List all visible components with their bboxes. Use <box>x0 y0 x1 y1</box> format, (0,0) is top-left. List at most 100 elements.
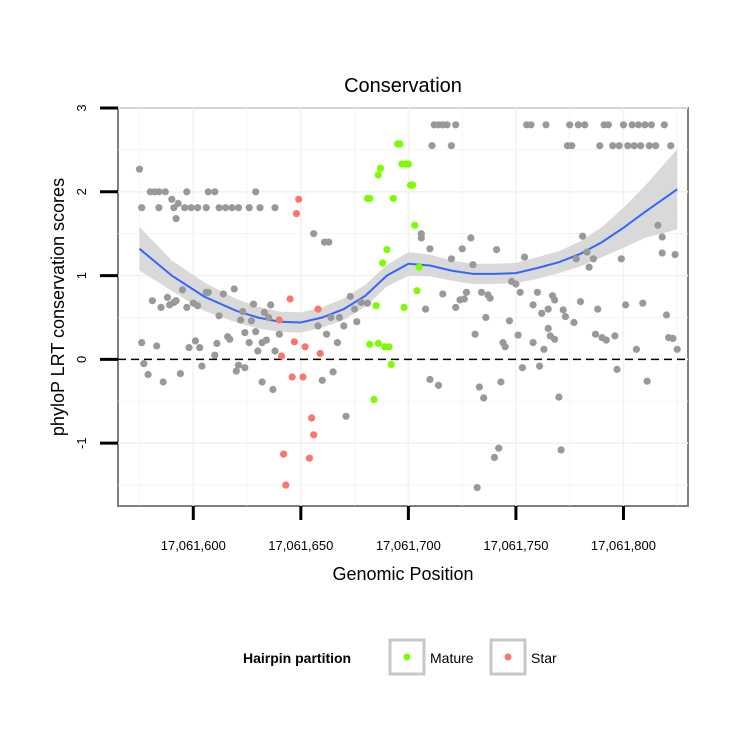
data-points <box>135 121 681 492</box>
point-other <box>652 142 660 150</box>
legend-dot-star <box>504 653 512 661</box>
point-other <box>658 233 666 241</box>
point-other <box>602 336 610 344</box>
point-other <box>211 351 219 359</box>
point-mature <box>411 221 419 229</box>
point-other <box>589 255 598 263</box>
point-other <box>260 308 268 316</box>
point-other <box>172 297 180 305</box>
chart-title: Conservation <box>344 75 462 97</box>
point-other <box>178 286 187 294</box>
point-other <box>486 294 494 302</box>
point-mature <box>379 259 387 267</box>
point-other <box>357 298 365 306</box>
point-other <box>475 383 483 391</box>
point-mature <box>413 287 421 295</box>
point-other <box>340 322 348 330</box>
point-other <box>153 342 161 350</box>
point-mature <box>370 396 378 404</box>
point-other <box>613 365 621 373</box>
point-other <box>529 339 537 347</box>
point-mature <box>376 164 384 172</box>
point-other <box>138 339 146 347</box>
point-other <box>615 142 623 150</box>
point-other <box>555 393 563 401</box>
point-other <box>447 255 455 263</box>
point-other <box>536 362 544 370</box>
point-other <box>148 297 156 305</box>
point-other <box>265 313 273 322</box>
point-star <box>290 338 298 346</box>
x-tick-label: 17,061,800 <box>591 538 656 553</box>
point-other <box>254 347 262 355</box>
point-mature <box>404 160 412 168</box>
point-other <box>183 303 191 311</box>
point-other <box>443 121 451 129</box>
point-other <box>673 345 681 353</box>
point-other <box>426 375 434 384</box>
point-other <box>194 204 202 212</box>
point-other <box>527 121 535 129</box>
point-mature <box>400 303 408 311</box>
point-other <box>482 313 490 322</box>
point-mature <box>383 246 391 254</box>
point-other <box>329 368 337 376</box>
point-other <box>159 378 167 386</box>
point-star <box>292 210 301 218</box>
point-other <box>462 288 471 296</box>
point-other <box>310 230 318 238</box>
point-mature <box>366 194 374 203</box>
y-tick-label: 1 <box>74 272 89 279</box>
point-other <box>271 204 279 212</box>
point-other <box>591 330 600 338</box>
point-mature <box>409 181 417 189</box>
point-other <box>219 290 227 298</box>
point-other <box>490 453 498 461</box>
point-star <box>295 195 303 203</box>
point-other <box>542 121 550 129</box>
point-other <box>596 142 604 150</box>
point-other <box>501 343 509 351</box>
point-other <box>544 305 552 313</box>
y-tick-label: 3 <box>74 104 89 111</box>
point-other <box>346 292 354 301</box>
point-other <box>226 335 234 343</box>
point-other <box>512 280 520 288</box>
point-other <box>641 121 649 129</box>
point-other <box>557 446 565 454</box>
point-other <box>628 121 636 129</box>
point-star <box>275 316 283 324</box>
point-other <box>551 335 559 343</box>
point-other <box>428 142 436 150</box>
point-other <box>163 293 172 301</box>
point-other <box>643 377 651 385</box>
point-other <box>654 221 662 229</box>
point-other <box>155 188 163 196</box>
point-other <box>497 378 505 386</box>
point-other <box>239 308 247 316</box>
point-other <box>533 288 542 296</box>
x-axis: 17,061,600 17,061,650 17,061,700 17,061,750… <box>161 506 656 553</box>
point-other <box>637 142 645 150</box>
point-other <box>191 337 199 345</box>
point-other <box>604 121 613 129</box>
point-other <box>185 344 193 352</box>
point-other <box>559 306 567 314</box>
point-other <box>202 204 210 212</box>
point-other <box>157 303 165 311</box>
point-other <box>213 339 221 347</box>
point-mature <box>374 339 382 347</box>
point-mature <box>396 140 404 148</box>
point-other <box>351 305 359 313</box>
point-other <box>434 381 443 389</box>
point-other <box>566 121 574 129</box>
y-axis-label: phyloP LRT conservation scores <box>48 178 68 436</box>
point-other <box>172 215 180 223</box>
point-other <box>333 339 341 347</box>
point-other <box>458 245 466 253</box>
point-other <box>495 444 503 452</box>
point-other <box>140 360 148 368</box>
point-other <box>469 261 477 269</box>
point-mature <box>387 360 395 368</box>
